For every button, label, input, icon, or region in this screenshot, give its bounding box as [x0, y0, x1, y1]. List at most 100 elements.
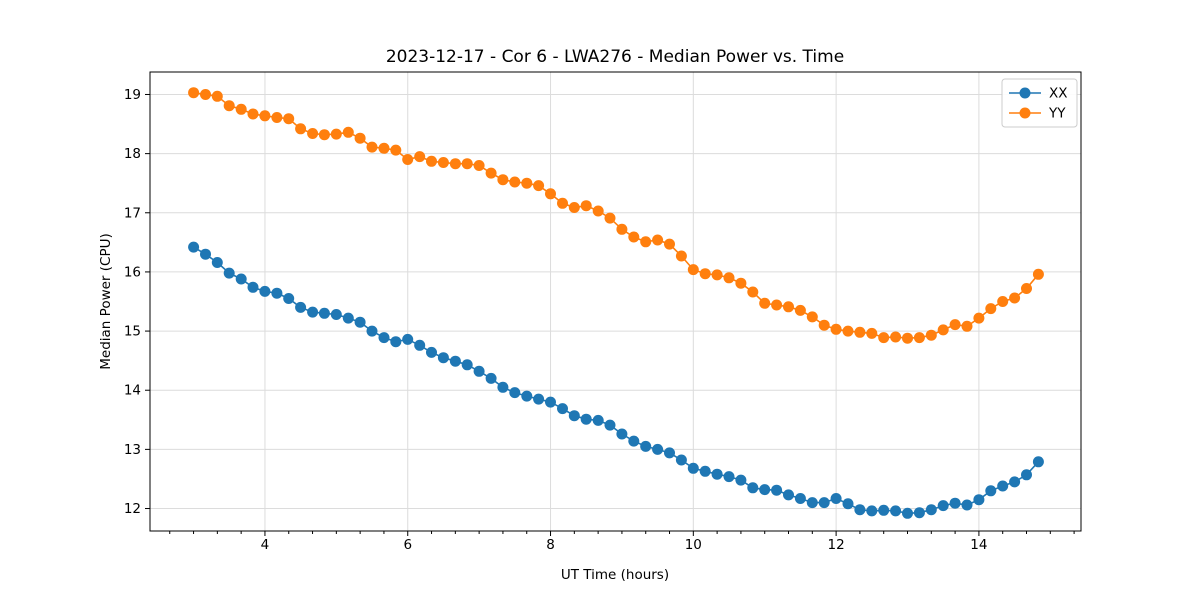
- series-yy-marker: [568, 202, 580, 213]
- series-yy-marker: [318, 129, 330, 141]
- series-yy-marker: [783, 301, 794, 313]
- series-xx-marker: [806, 497, 818, 509]
- y-axis-label: Median Power (CPU): [98, 233, 114, 369]
- series-yy-marker: [378, 142, 390, 154]
- series-xx-marker: [937, 500, 949, 512]
- series-yy-marker: [592, 205, 604, 217]
- series-yy-marker: [247, 108, 259, 120]
- x-tick-label: 12: [828, 537, 845, 553]
- series-xx-marker: [711, 468, 723, 480]
- series-xx-marker: [628, 435, 640, 447]
- series-xx-marker: [687, 462, 699, 474]
- legend-marker-xx: [1019, 87, 1031, 99]
- series-xx-marker: [771, 484, 783, 496]
- series-xx-marker: [354, 316, 366, 328]
- x-tick-label: 14: [970, 537, 987, 553]
- series-yy-marker: [366, 141, 378, 153]
- series-yy-marker: [913, 332, 925, 344]
- series-xx-marker: [616, 428, 628, 440]
- series-yy-marker: [437, 157, 449, 168]
- series-yy-marker: [200, 89, 211, 100]
- series-xx-marker: [1009, 476, 1021, 488]
- tick-layer: 12 13 14 15 16 17 18 19 4 6 8 10 12 14: [124, 87, 1075, 553]
- series-xx-marker: [330, 309, 342, 320]
- series-yy-marker: [628, 231, 640, 243]
- series-yy-marker: [259, 110, 271, 122]
- series-yy-marker: [818, 319, 830, 331]
- series-xx-marker: [223, 267, 235, 279]
- series-xx-marker: [318, 307, 330, 319]
- series-xx-marker: [545, 396, 556, 408]
- series-xx-marker: [842, 498, 854, 510]
- chart-title: 2023-12-17 - Cor 6 - LWA276 - Median Pow…: [386, 47, 844, 67]
- series-xx-marker: [1021, 469, 1032, 481]
- series-yy-marker: [687, 264, 699, 276]
- series-yy-marker: [354, 132, 366, 144]
- series-yy-marker: [675, 250, 687, 262]
- series-yy-marker: [557, 197, 568, 209]
- series-yy-marker: [426, 155, 437, 167]
- series-yy-marker: [1032, 268, 1044, 280]
- series-xx-marker: [521, 390, 533, 402]
- series-xx-marker: [485, 372, 497, 384]
- series-xx-marker: [188, 241, 200, 253]
- series-xx-marker: [973, 494, 985, 506]
- series-yy-marker: [295, 123, 307, 135]
- series-layer: [188, 87, 1044, 519]
- x-tick-label: 8: [546, 537, 555, 553]
- series-xx-marker: [307, 306, 319, 318]
- series-yy-marker: [330, 128, 342, 140]
- series-yy-line: [193, 91, 1040, 340]
- series-yy-marker: [806, 311, 818, 323]
- series-xx-marker: [925, 504, 937, 516]
- series-xx-marker: [675, 454, 687, 466]
- x-tick-label: 10: [685, 537, 702, 553]
- series-xx-marker: [247, 281, 259, 293]
- legend-entry-xx: XX: [1009, 86, 1068, 102]
- x-tick-label: 6: [403, 537, 412, 553]
- series-yy-marker: [759, 297, 771, 309]
- series-xx-marker: [414, 339, 426, 351]
- series-yy-marker: [521, 177, 533, 189]
- series-xx-marker: [200, 248, 211, 260]
- series-xx-marker: [342, 312, 354, 324]
- series-yy-marker: [485, 167, 497, 179]
- series-yy-marker: [223, 100, 235, 112]
- x-tick-label: 4: [261, 537, 270, 553]
- series-xx-marker: [1032, 456, 1044, 468]
- series-xx-marker: [699, 465, 711, 477]
- y-tick-label: 16: [124, 264, 141, 280]
- series-xx-line: [193, 246, 1039, 515]
- series-xx-marker: [461, 359, 473, 371]
- series-xx-marker: [568, 410, 580, 422]
- series-xx-marker: [878, 504, 890, 516]
- series-yy-marker: [735, 277, 747, 289]
- series-yy-marker: [794, 304, 806, 316]
- y-tick-label: 12: [124, 501, 141, 517]
- series-xx-marker: [818, 497, 830, 509]
- legend-entry-yy: YY: [1009, 106, 1066, 122]
- series-yy-marker: [830, 323, 842, 335]
- legend-marker-yy: [1019, 107, 1031, 119]
- series-xx-marker: [759, 484, 771, 496]
- series-yy-marker: [866, 327, 878, 339]
- series-xx-marker: [473, 365, 485, 377]
- series-yy-marker: [652, 234, 664, 246]
- series-yy-marker: [890, 331, 902, 343]
- y-tick-label: 18: [124, 146, 141, 162]
- series-yy-marker: [545, 188, 556, 200]
- series-yy-marker: [937, 324, 949, 336]
- series-yy-marker: [307, 128, 319, 139]
- y-tick-label: 19: [124, 87, 141, 103]
- series-xx-marker: [913, 507, 925, 519]
- series-yy-marker: [390, 144, 402, 156]
- series-yy-marker: [235, 103, 247, 115]
- series-yy-marker: [188, 87, 200, 99]
- series-xx-marker: [604, 419, 616, 431]
- series-xx: [188, 241, 1044, 519]
- series-xx-marker: [997, 480, 1009, 492]
- series-yy-marker: [640, 236, 652, 248]
- series-xx-marker: [437, 352, 449, 364]
- series-yy-marker: [283, 113, 295, 125]
